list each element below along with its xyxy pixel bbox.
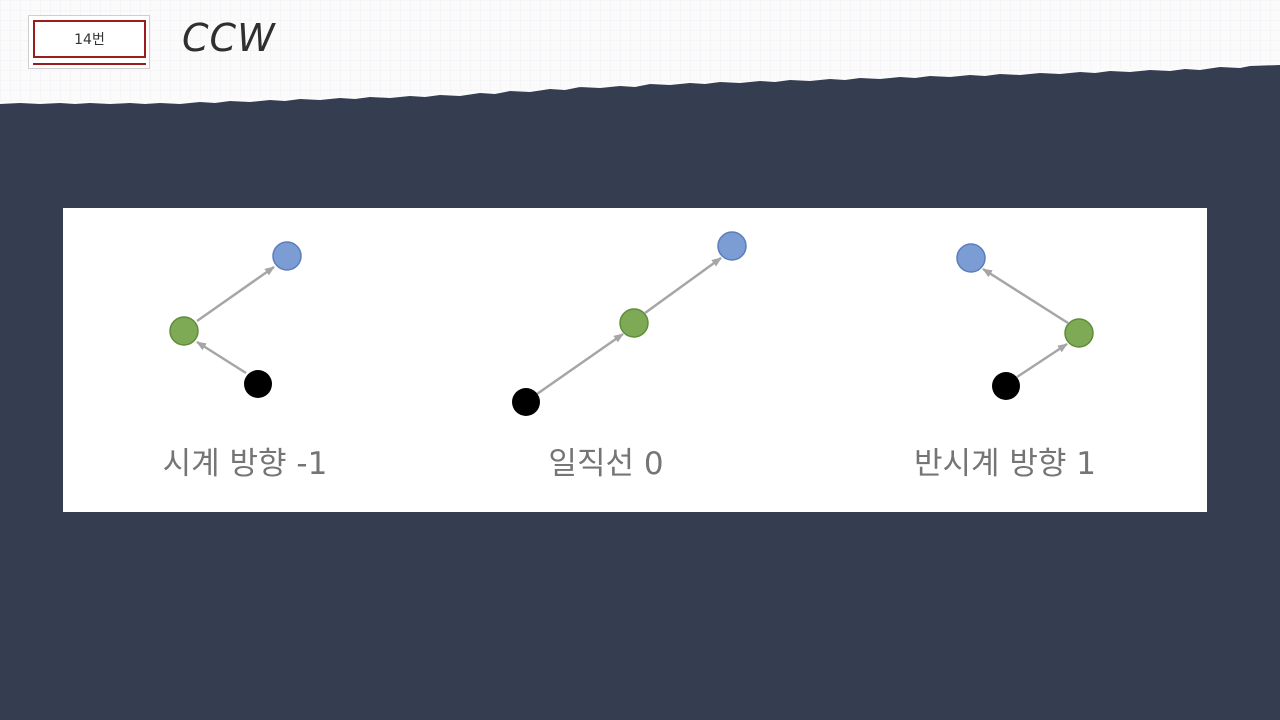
end-point [717, 231, 747, 261]
arrow-middle-to-end [644, 256, 722, 315]
caption-clockwise: 시계 방향 -1 [162, 446, 328, 482]
middle-point [1064, 318, 1094, 348]
caption-counterclockwise: 반시계 방향 1 [913, 446, 1097, 482]
middle-point [619, 308, 649, 338]
start-point [512, 388, 540, 416]
arrow-middle-to-end [982, 267, 1069, 325]
badge-underline [33, 63, 146, 65]
arrow-start-to-middle [1016, 342, 1068, 379]
caption-collinear: 일직선 0 [548, 446, 664, 482]
arrow-start-to-middle [536, 332, 624, 396]
end-point [956, 243, 986, 273]
arrow-middle-to-end [196, 265, 275, 323]
end-point [272, 241, 302, 271]
middle-point [169, 316, 199, 346]
diagram-collinear [512, 231, 747, 416]
arrow-start-to-middle [196, 340, 247, 375]
diagram-counterclockwise [956, 243, 1094, 400]
slide-number-label: 14번 [33, 20, 146, 58]
ccw-diagrams [169, 231, 1094, 416]
start-point [992, 372, 1020, 400]
start-point [244, 370, 272, 398]
diagram-clockwise [169, 241, 302, 398]
diagram-panel: 시계 방향 -1 일직선 0 반시계 방향 1 [63, 208, 1207, 512]
slide-number-badge: 14번 [28, 15, 150, 69]
slide-title: CCW [182, 16, 276, 60]
